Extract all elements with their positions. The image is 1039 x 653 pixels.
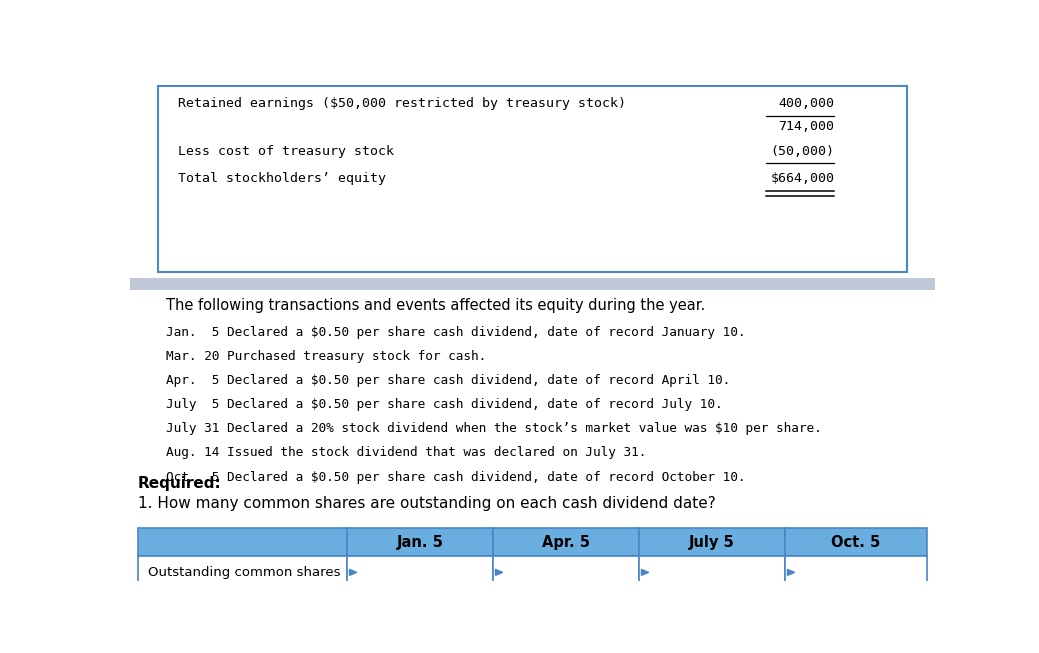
Text: (50,000): (50,000) (771, 145, 834, 158)
Text: Apr. 5: Apr. 5 (542, 535, 590, 550)
Polygon shape (349, 569, 356, 575)
Text: Oct.  5 Declared a $0.50 per share cash dividend, date of record October 10.: Oct. 5 Declared a $0.50 per share cash d… (166, 471, 746, 484)
Text: Aug. 14 Issued the stock dividend that was declared on July 31.: Aug. 14 Issued the stock dividend that w… (166, 447, 646, 460)
Text: Retained earnings ($50,000 restricted by treasury stock): Retained earnings ($50,000 restricted by… (179, 97, 627, 110)
Bar (494, 556, 639, 589)
Bar (785, 556, 927, 589)
Text: Less cost of treasury stock: Less cost of treasury stock (179, 145, 394, 158)
Text: 714,000: 714,000 (778, 119, 834, 133)
Polygon shape (788, 569, 795, 575)
Text: July  5 Declared a $0.50 per share cash dividend, date of record July 10.: July 5 Declared a $0.50 per share cash d… (166, 398, 723, 411)
Text: 1. How many common shares are outstanding on each cash dividend date?: 1. How many common shares are outstandin… (138, 496, 716, 511)
Text: Outstanding common shares: Outstanding common shares (148, 566, 340, 579)
Bar (347, 556, 494, 589)
Text: The following transactions and events affected its equity during the year.: The following transactions and events af… (166, 298, 705, 313)
Polygon shape (496, 569, 503, 575)
Bar (138, 556, 347, 589)
Text: Oct. 5: Oct. 5 (831, 535, 881, 550)
Text: Jan. 5: Jan. 5 (397, 535, 444, 550)
Bar (639, 528, 785, 556)
Text: 400,000: 400,000 (778, 97, 834, 110)
Text: Apr.  5 Declared a $0.50 per share cash dividend, date of record April 10.: Apr. 5 Declared a $0.50 per share cash d… (166, 374, 730, 387)
Text: $664,000: $664,000 (771, 172, 834, 185)
Bar (158, 86, 907, 272)
Text: Jan.  5 Declared a $0.50 per share cash dividend, date of record January 10.: Jan. 5 Declared a $0.50 per share cash d… (166, 326, 746, 339)
Bar (785, 528, 927, 556)
Text: Mar. 20 Purchased treasury stock for cash.: Mar. 20 Purchased treasury stock for cas… (166, 350, 486, 363)
Bar (347, 528, 494, 556)
Polygon shape (641, 569, 648, 575)
Bar (494, 528, 639, 556)
Text: Total stockholders’ equity: Total stockholders’ equity (179, 172, 387, 185)
Text: Required:: Required: (138, 475, 221, 490)
Bar (130, 278, 935, 289)
Bar (138, 528, 347, 556)
Text: July 31 Declared a 20% stock dividend when the stock’s market value was $10 per : July 31 Declared a 20% stock dividend wh… (166, 422, 822, 436)
Bar (639, 556, 785, 589)
Text: July 5: July 5 (689, 535, 735, 550)
